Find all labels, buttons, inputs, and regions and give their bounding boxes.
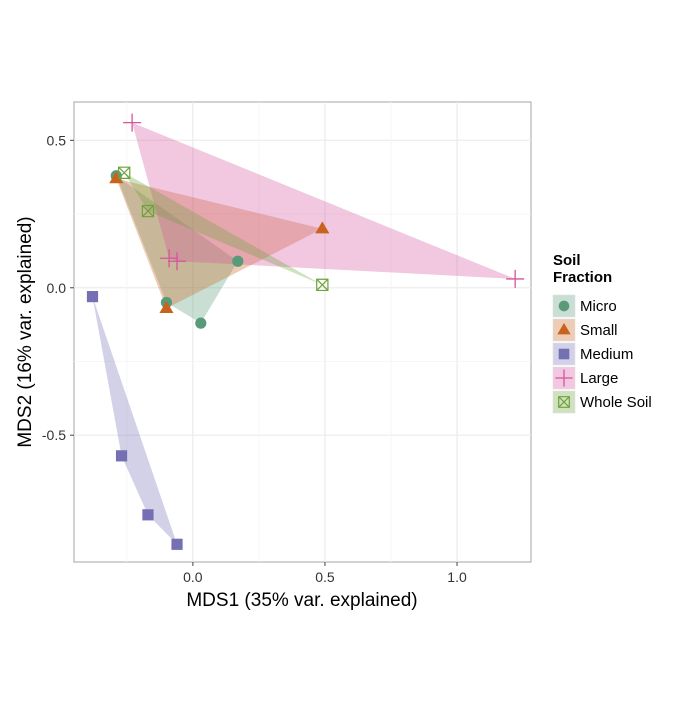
hull-medium (92, 296, 178, 545)
hull-small (116, 178, 323, 309)
x-tick-label: 0.0 (183, 569, 203, 585)
point-whole-soil (316, 278, 329, 292)
point-medium (115, 450, 128, 462)
data-points (86, 113, 525, 550)
y-tick-label: 0.0 (47, 280, 67, 296)
legend-label-whole-soil: Whole Soil (580, 394, 652, 411)
point-small (159, 301, 174, 313)
point-medium (171, 538, 183, 550)
legend-marker-large (555, 369, 573, 387)
y-axis-label: MDS2 (16% var. explained) (15, 216, 36, 447)
point-micro (195, 317, 207, 329)
legend-label-medium: Medium (580, 346, 633, 363)
point-medium (86, 291, 99, 303)
hull-polygons (92, 122, 516, 545)
point-medium (142, 509, 154, 521)
x-axis-label: MDS1 (35% var. explained) (186, 590, 417, 611)
legend-marker-whole-soil (558, 396, 570, 408)
axis-ticks: 0.0 0.5 1.0 0.5 0.0 -0.5 (42, 132, 467, 585)
legend-marker-small (557, 322, 571, 335)
legend-title: Soil (553, 252, 581, 269)
point-small (109, 171, 124, 184)
hull-large (132, 122, 516, 279)
point-large (506, 269, 525, 288)
point-whole-soil (141, 204, 155, 218)
point-large (160, 249, 179, 268)
point-small (315, 221, 330, 234)
point-large (168, 252, 187, 271)
point-whole-soil (117, 166, 131, 179)
point-large (123, 113, 142, 132)
legend-marker-medium (558, 348, 570, 360)
plot-background (73, 101, 532, 563)
legend-label-small: Small (580, 322, 618, 339)
point-micro (232, 255, 244, 267)
y-tick-label: 0.5 (47, 132, 67, 148)
legend-label-large: Large (580, 370, 618, 387)
legend-title: Fraction (553, 269, 612, 286)
legend-marker-micro (558, 300, 570, 312)
hull-whole-soil (124, 172, 323, 285)
grid-lines (74, 102, 531, 562)
x-tick-label: 0.5 (315, 569, 335, 585)
legend-label-micro: Micro (580, 298, 617, 315)
y-tick-label: -0.5 (42, 427, 66, 443)
x-tick-label: 1.0 (447, 569, 467, 585)
